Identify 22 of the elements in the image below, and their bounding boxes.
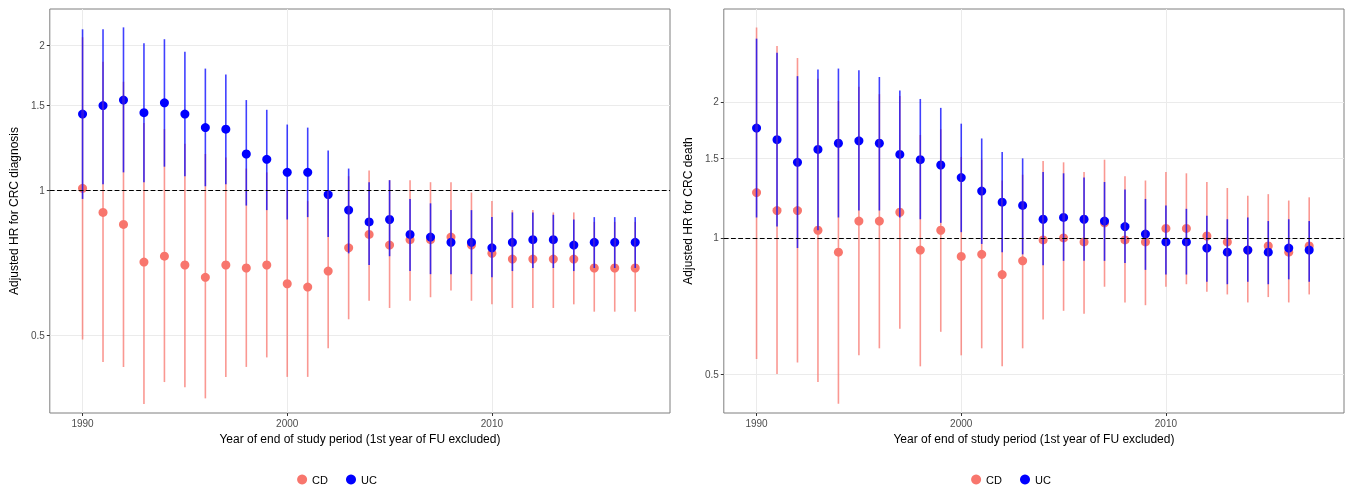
y-tick-label: 1 [713, 232, 720, 244]
legend-label: UC [1035, 473, 1051, 486]
x-tick-label: 2010 [1154, 417, 1178, 429]
x-axis-title: Year of end of study period (1st year of FU excluded) [219, 432, 501, 446]
legend-label: UC [361, 473, 377, 486]
y-tick-label: 1.5 [704, 152, 720, 164]
legend-label: CD [312, 473, 329, 486]
x-tick-label: 1990 [71, 417, 95, 429]
y-tick-label: 2 [713, 96, 720, 108]
y-tick-label: 2 [39, 39, 46, 51]
x-tick-label: 2010 [480, 417, 504, 429]
y-axis-title: Adjusted HR for CRC diagnosis [7, 126, 21, 296]
y-tick-label: 1.5 [30, 100, 46, 112]
x-tick-label: 2000 [950, 417, 973, 429]
y-tick-label: 0.5 [30, 329, 46, 341]
x-tick-label: 2000 [276, 417, 299, 429]
x-tick-label: 1990 [745, 417, 769, 429]
y-axis-title: Adjusted HR for CRC death [681, 137, 695, 285]
y-tick-label: 1 [39, 184, 46, 196]
y-tick-label: 0.5 [704, 368, 720, 380]
legend-label: CD [986, 473, 1003, 486]
x-axis-title: Year of end of study period (1st year of FU excluded) [893, 432, 1175, 446]
